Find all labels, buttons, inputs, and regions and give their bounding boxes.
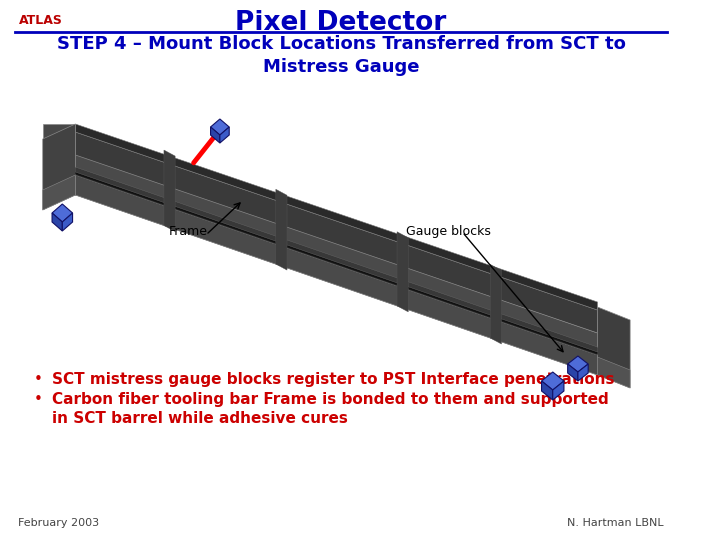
Polygon shape [42, 124, 76, 195]
Text: ATLAS: ATLAS [19, 14, 63, 27]
Polygon shape [490, 265, 501, 344]
Polygon shape [164, 150, 175, 232]
Polygon shape [210, 127, 220, 143]
Polygon shape [42, 124, 76, 210]
Polygon shape [76, 168, 598, 354]
Text: Frame: Frame [168, 225, 207, 238]
Polygon shape [578, 364, 588, 381]
Polygon shape [76, 167, 598, 352]
Polygon shape [52, 204, 73, 222]
Polygon shape [63, 213, 73, 231]
Polygon shape [76, 155, 598, 375]
Text: N. Hartman LBNL: N. Hartman LBNL [567, 518, 664, 528]
Polygon shape [598, 307, 630, 388]
Text: Pixel Detector: Pixel Detector [235, 10, 446, 36]
Text: Gauge blocks: Gauge blocks [406, 226, 491, 239]
Polygon shape [76, 153, 598, 348]
Text: STEP 4 – Mount Block Locations Transferred from SCT to
Mistress Gauge: STEP 4 – Mount Block Locations Transferr… [57, 35, 626, 76]
Polygon shape [76, 124, 598, 310]
Text: February 2003: February 2003 [19, 518, 99, 528]
Polygon shape [76, 168, 598, 355]
Polygon shape [598, 357, 630, 388]
Polygon shape [397, 232, 408, 312]
Polygon shape [76, 168, 598, 355]
Polygon shape [220, 127, 229, 143]
Polygon shape [553, 381, 564, 400]
Polygon shape [541, 381, 553, 400]
Polygon shape [42, 175, 76, 210]
Polygon shape [76, 175, 598, 375]
Text: SCT mistress gauge blocks register to PST Interface penetrations: SCT mistress gauge blocks register to PS… [52, 372, 615, 387]
Text: Carbon fiber tooling bar Frame is bonded to them and supported
in SCT barrel whi: Carbon fiber tooling bar Frame is bonded… [52, 392, 609, 426]
Polygon shape [76, 132, 598, 333]
Polygon shape [276, 189, 287, 270]
Polygon shape [52, 213, 63, 231]
Polygon shape [567, 364, 578, 381]
Polygon shape [567, 356, 588, 372]
Polygon shape [541, 372, 564, 390]
Text: •: • [33, 372, 42, 387]
Text: •: • [33, 392, 42, 407]
Polygon shape [210, 119, 229, 135]
